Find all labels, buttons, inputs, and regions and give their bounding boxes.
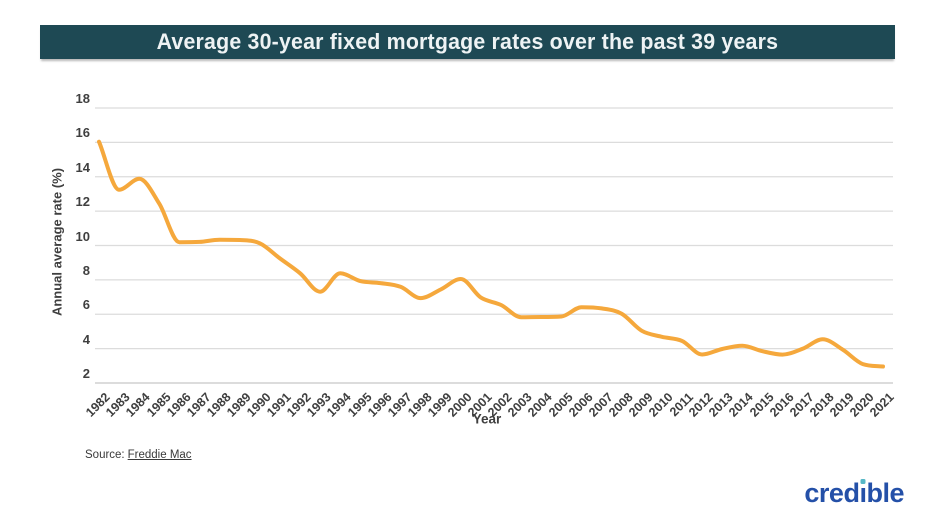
y-tick-label: 14 [75, 159, 90, 175]
mortgage-rate-line [97, 139, 885, 369]
logo-i-dot [860, 479, 866, 484]
chart-title-bar: Average 30-year fixed mortgage rates ove… [40, 25, 895, 59]
credible-logo[interactable]: credı ble [804, 478, 904, 508]
chart-title: Average 30-year fixed mortgage rates ove… [156, 29, 779, 54]
y-tick-label: 12 [75, 194, 90, 210]
source-label: Source: [85, 449, 125, 461]
y-tick-label: 6 [82, 297, 90, 313]
y-tick-label: 16 [75, 125, 90, 141]
y-tick-label: 10 [75, 228, 90, 244]
x-axis-title: Year [472, 411, 502, 427]
y-tick-label: 4 [82, 331, 90, 347]
source-link[interactable]: Freddie Mac [127, 449, 192, 461]
y-tick-label: 2 [82, 366, 90, 381]
y-tick-label: 18 [75, 91, 90, 106]
y-tick-label: 8 [82, 262, 90, 278]
logo-letter-i: ı [859, 478, 867, 508]
source-note: Source: Freddie Mac [85, 449, 192, 461]
